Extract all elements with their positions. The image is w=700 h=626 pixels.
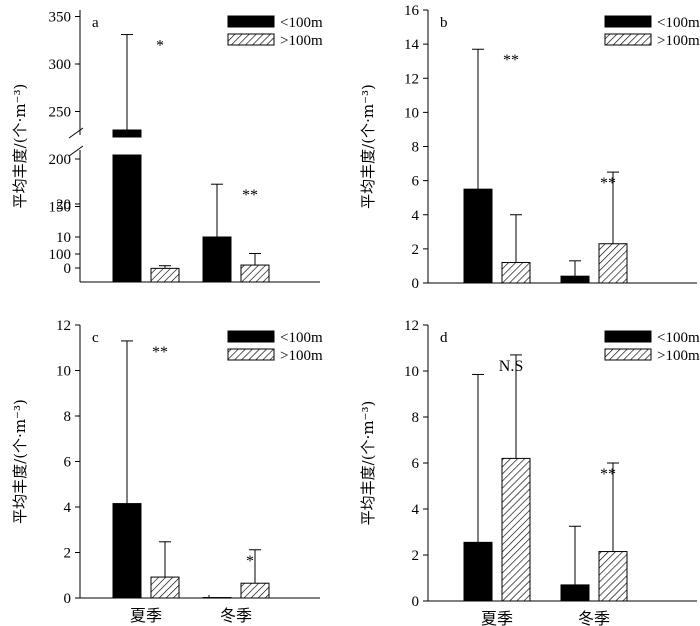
y-tick-label: 300 [49,57,72,73]
bar [598,551,628,602]
axis-break-mark [68,145,84,157]
significance-label: * [156,38,164,55]
y-tick-label: 12 [404,71,419,87]
panel-label: d [440,330,448,346]
x-category-label: 冬季 [220,606,252,625]
bar [463,541,493,602]
y-tick-label: 2 [412,242,420,258]
panel-label: b [440,15,448,31]
panel-a: 01020100150200250300350平均丰度/(个·m⁻³)a***<… [11,10,323,283]
y-tick-label: 2 [412,548,420,564]
axis-break-mark [68,127,84,139]
bar [150,576,180,599]
x-category-label: 夏季 [130,606,162,625]
y-tick-label: 10 [56,230,71,246]
legend-swatch [227,15,275,28]
y-tick-label: 350 [49,10,72,26]
y-tick-label: 250 [49,105,72,121]
y-tick-label: 2 [64,546,72,562]
y-tick-label: 10 [404,364,419,380]
bar [112,503,142,599]
panel-d: 0 2 4 6 8 10 12 平均丰度/(个·m⁻³) d N.S 夏季 ** 冬季 <100m >100… [359,318,700,626]
y-tick-label: 4 [412,208,420,224]
y-tick-label: 150 [49,200,72,216]
y-tick-label: 0 [412,594,420,610]
legend-swatch [227,348,275,361]
bar [598,243,628,284]
y-tick-label: 6 [412,174,420,190]
legend-swatch [227,330,275,343]
panel-c: 0 2 4 6 8 10 12 平均丰度/(个·m⁻³) c ** 夏季 * 冬季 <100m >100m [11,318,323,625]
bar-top-segment [112,129,142,138]
legend-label: <100m [280,330,323,346]
bar [560,275,590,284]
significance-label: ** [503,52,519,69]
y-tick-label: 16 [404,3,420,19]
legend-label: <100m [657,15,700,31]
y-tick-label: 4 [64,500,72,516]
y-tick-label: 0 [64,261,72,277]
y-axis-label: 平均丰度/(个·m⁻³) [11,84,29,209]
y-axis-label: 平均丰度/(个·m⁻³) [359,401,377,526]
panel-label: c [92,330,99,346]
bar [202,236,232,283]
legend-swatch [604,15,652,28]
legend-swatch [604,330,652,343]
y-tick-label: 12 [56,318,71,334]
significance-label: N.S [499,358,523,375]
bar [463,188,493,284]
y-tick-label: 200 [49,152,72,168]
y-tick-label: 8 [412,410,420,426]
y-axis-label: 平均丰度/(个·m⁻³) [11,399,29,524]
legend-label: >100m [280,33,323,49]
significance-label: ** [242,187,258,204]
significance-label: ** [600,466,616,483]
legend-swatch [604,348,652,361]
legend-label: <100m [657,330,700,346]
bar [150,267,180,283]
y-tick-label: 6 [412,456,420,472]
legend-label: >100m [657,348,700,364]
panel-b: 0 2 4 6 8 10 12 14 16 平均丰度/(个·m⁻³) b ** ** <100m >100m [359,3,700,292]
legend-label: >100m [280,348,323,364]
legend-label: >100m [657,33,700,49]
bar [240,582,270,599]
y-tick-label: 12 [404,318,419,334]
y-tick-label: 4 [412,502,420,518]
y-tick-label: 100 [49,247,72,263]
significance-label: * [246,553,254,570]
x-category-label: 夏季 [481,609,513,626]
significance-label: ** [600,175,616,192]
y-tick-label: 10 [404,105,419,121]
panel-label: a [92,15,99,31]
y-tick-label: 8 [412,140,420,156]
legend-swatch [227,33,275,46]
legend-swatch [604,33,652,46]
bar [112,154,142,283]
y-tick-label: 0 [64,591,72,607]
x-category-label: 冬季 [578,609,610,626]
y-tick-label: 8 [64,409,72,425]
bar [240,264,270,283]
significance-label: ** [152,344,168,361]
bar [202,597,232,599]
bar [560,584,590,602]
y-tick-label: 6 [64,455,72,471]
bar [501,262,531,284]
legend-label: <100m [280,15,323,31]
y-tick-label: 0 [412,276,420,292]
y-tick-label: 20 [56,197,71,213]
y-tick-label: 14 [404,37,420,53]
y-axis-label: 平均丰度/(个·m⁻³) [359,84,377,209]
y-tick-label: 10 [56,364,71,380]
bar [501,457,531,602]
